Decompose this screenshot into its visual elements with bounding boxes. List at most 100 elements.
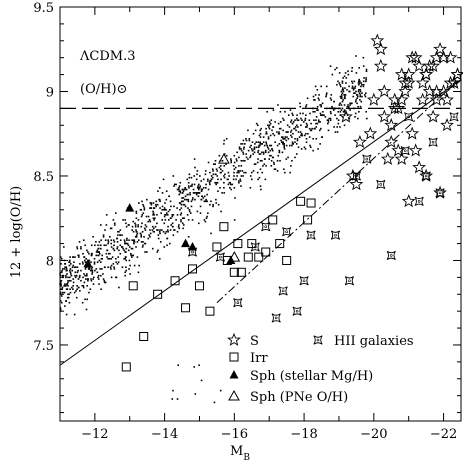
model-galaxy-dot — [141, 246, 144, 248]
concave-star-point-center — [403, 149, 407, 152]
model-galaxy-dot — [171, 398, 174, 400]
concave-star-point — [306, 230, 316, 240]
model-galaxy-dot — [104, 229, 106, 231]
model-galaxy-dot — [143, 208, 146, 211]
model-galaxy-dot — [102, 273, 104, 275]
model-galaxy-dot — [119, 252, 122, 255]
model-galaxy-dot — [181, 222, 184, 225]
model-galaxy-dot — [167, 225, 169, 228]
model-galaxy-dot — [266, 144, 268, 147]
model-galaxy-dot — [182, 197, 185, 199]
model-galaxy-dot — [190, 200, 193, 203]
model-galaxy-dot — [180, 220, 182, 223]
concave-star-point-center — [379, 183, 383, 186]
y-tick-label: 7.5 — [33, 339, 54, 354]
model-galaxy-dot — [332, 109, 335, 111]
model-galaxy-dot — [295, 143, 298, 145]
model-galaxy-dot — [240, 143, 242, 145]
model-galaxy-dot — [300, 124, 302, 127]
model-galaxy-dot — [238, 181, 240, 184]
model-galaxy-dot — [297, 119, 300, 122]
model-galaxy-dot — [264, 149, 267, 152]
model-galaxy-dot — [197, 183, 200, 186]
model-galaxy-dot — [152, 214, 154, 216]
model-galaxy-dot — [180, 200, 183, 203]
model-galaxy-dot — [207, 212, 209, 214]
model-galaxy-dot — [161, 208, 163, 211]
model-galaxy-dot — [309, 129, 312, 132]
model-galaxy-dot — [195, 192, 198, 194]
model-galaxy-dot — [110, 257, 113, 260]
model-galaxy-dot — [243, 171, 245, 174]
model-galaxy-dot — [181, 217, 184, 220]
concave-star-point — [400, 146, 410, 156]
model-galaxy-dot — [61, 274, 64, 277]
model-galaxy-dot — [206, 193, 208, 196]
model-galaxy-dot — [296, 138, 299, 140]
model-galaxy-dot — [196, 170, 199, 172]
model-galaxy-dot — [60, 271, 63, 274]
model-galaxy-dot — [273, 134, 276, 137]
model-galaxy-dot — [250, 144, 252, 147]
model-galaxy-dot — [72, 288, 74, 290]
model-galaxy-dot — [212, 205, 214, 208]
solar-annotation: (O/H)⊙ — [80, 82, 127, 97]
model-galaxy-dot — [176, 207, 178, 209]
model-galaxy-dot — [280, 139, 282, 142]
model-galaxy-dot — [75, 296, 78, 299]
model-galaxy-dot — [240, 185, 242, 187]
concave-star-point-center — [407, 115, 410, 119]
model-galaxy-dot — [84, 268, 87, 270]
model-galaxy-dot — [109, 236, 111, 238]
model-galaxy-dot — [327, 129, 330, 132]
model-galaxy-dot — [279, 110, 282, 113]
model-galaxy-dot — [317, 148, 319, 150]
model-galaxy-dot — [141, 200, 143, 203]
model-galaxy-dot — [203, 200, 206, 203]
model-galaxy-dot — [316, 122, 319, 125]
model-galaxy-dot — [103, 281, 106, 284]
model-galaxy-dot — [321, 136, 324, 138]
model-galaxy-dot — [188, 173, 191, 176]
model-galaxy-dot — [159, 207, 161, 209]
filled-triangle-point — [125, 203, 135, 212]
model-galaxy-dot — [262, 151, 265, 154]
model-galaxy-dot — [220, 210, 222, 213]
model-galaxy-dot — [179, 202, 182, 204]
model-galaxy-dot — [363, 77, 365, 79]
model-galaxy-dot — [232, 165, 235, 167]
model-galaxy-dot — [208, 181, 211, 184]
model-galaxy-dot — [156, 214, 158, 216]
model-galaxy-dot — [272, 132, 274, 135]
model-galaxy-dot — [60, 301, 63, 304]
model-galaxy-dot — [270, 144, 273, 147]
model-galaxy-dot — [144, 224, 147, 226]
model-galaxy-dot — [253, 148, 256, 150]
model-galaxy-dot — [316, 109, 318, 111]
model-galaxy-dot — [191, 198, 194, 201]
model-galaxy-dot — [64, 263, 66, 265]
model-galaxy-dot — [65, 285, 67, 287]
model-galaxy-dot — [63, 268, 66, 270]
model-galaxy-dot — [185, 188, 188, 191]
model-galaxy-dot — [359, 80, 361, 83]
concave-star-point — [414, 196, 424, 206]
model-galaxy-dot — [182, 224, 185, 226]
x-tick-label: −12 — [81, 427, 108, 442]
model-galaxy-dot — [352, 87, 355, 89]
model-galaxy-dot — [135, 229, 137, 231]
model-galaxy-dot — [346, 105, 349, 108]
model-galaxy-dot — [114, 257, 117, 260]
model-galaxy-dot — [101, 257, 103, 260]
model-galaxy-dot — [242, 148, 245, 150]
model-galaxy-dot — [59, 306, 62, 309]
model-galaxy-dot — [279, 121, 282, 123]
concave-star-point — [261, 222, 271, 232]
model-galaxy-dot — [137, 225, 139, 228]
model-galaxy-dot — [84, 244, 86, 247]
open-star-point — [429, 84, 444, 98]
model-galaxy-dot — [247, 149, 250, 152]
open-star-point — [419, 67, 434, 81]
model-galaxy-dot — [178, 202, 181, 204]
model-galaxy-dot — [270, 165, 273, 167]
